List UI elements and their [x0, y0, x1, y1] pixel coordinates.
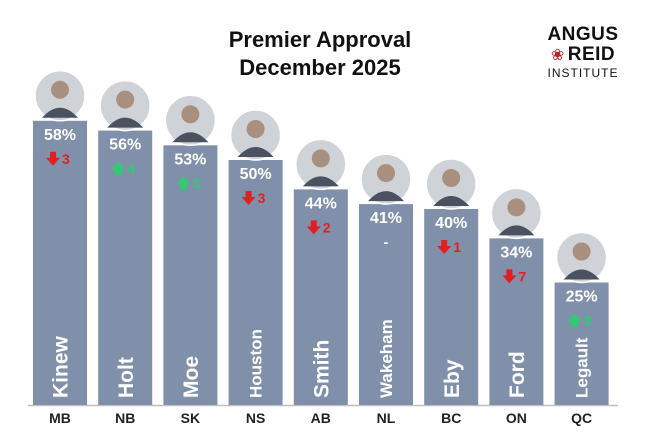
bar-mb — [33, 120, 87, 406]
value-label: 40% — [435, 215, 467, 232]
premier-name: Ford — [506, 351, 529, 398]
tick-label-nb: NB — [115, 410, 135, 426]
tick-label-qc: QC — [571, 410, 592, 426]
premier-avatar-body — [563, 269, 600, 280]
tick-label-ab: AB — [311, 410, 331, 426]
premier-avatar-body — [42, 107, 78, 118]
value-label: 53% — [174, 151, 206, 168]
bar-nl — [359, 204, 413, 405]
value-label: 58% — [44, 127, 76, 144]
change-label: 7 — [518, 268, 526, 284]
arrow-down-icon — [46, 151, 60, 166]
tick-label-on: ON — [506, 410, 527, 426]
change-label: - — [384, 234, 389, 250]
logo-line1: ANGUS — [547, 24, 619, 45]
bar-on — [489, 238, 544, 405]
bar-sk — [163, 145, 218, 406]
arrow-up-icon — [111, 161, 126, 176]
arrow-up-icon — [567, 313, 582, 328]
logo-line3: INSTITUTE — [547, 66, 619, 80]
tick-label-mb: MB — [49, 410, 71, 426]
chart-title-line1: Premier Approval — [228, 27, 412, 52]
premier-avatar-body — [433, 196, 470, 206]
premier-avatar-head — [246, 120, 265, 138]
arrow-down-icon — [306, 220, 321, 235]
change-label: 3 — [62, 151, 70, 167]
premier-avatar-head — [181, 105, 200, 124]
bar-qc — [554, 282, 609, 405]
bar-ns — [228, 160, 283, 405]
chart-title-line2: December 2025 — [239, 55, 401, 80]
change-label: 2 — [323, 219, 331, 235]
change-label: 4 — [127, 161, 135, 177]
premier-name: Houston — [247, 329, 266, 398]
premier-avatar-body — [302, 176, 339, 187]
premier-name: Smith — [310, 340, 333, 398]
premier-name: Holt — [115, 357, 138, 398]
premier-avatar-body — [172, 132, 209, 143]
bar-ab — [293, 189, 348, 405]
maple-leaf-icon: ❀ — [550, 47, 565, 64]
premier-avatar-head — [572, 242, 591, 261]
angus-reid-logo: ANGUS ❀ REID INSTITUTE — [528, 25, 638, 81]
tick-label-nl: NL — [377, 410, 396, 426]
change-label: 3 — [258, 190, 266, 206]
change-label: 3 — [192, 175, 200, 191]
arrow-down-icon — [437, 240, 452, 254]
value-label: 44% — [305, 195, 337, 212]
arrow-up-icon — [176, 176, 191, 191]
premier-avatar-head — [507, 198, 526, 217]
premier-avatar-head — [51, 80, 69, 99]
premier-name: Eby — [441, 359, 464, 398]
premier-name: Legault — [573, 337, 592, 398]
premier-avatar-head — [377, 164, 395, 183]
premier-avatar-body — [107, 117, 144, 128]
value-label: 34% — [500, 244, 532, 261]
value-label: 56% — [109, 137, 141, 154]
arrow-down-icon — [241, 191, 256, 205]
premier-avatar-body — [368, 191, 404, 202]
value-label: 41% — [370, 210, 402, 227]
premier-name: Wakeham — [377, 319, 396, 398]
premier-avatar-head — [116, 90, 135, 109]
change-label: 1 — [453, 239, 461, 255]
tick-label-ns: NS — [246, 410, 265, 426]
arrow-down-icon — [502, 269, 517, 284]
premier-name: Kinew — [50, 335, 73, 398]
premier-avatar-body — [237, 147, 274, 157]
bar-bc — [424, 209, 479, 405]
value-label: 25% — [566, 289, 598, 306]
premier-avatar-head — [442, 169, 461, 187]
tick-label-bc: BC — [441, 410, 461, 426]
value-label: 50% — [240, 166, 272, 183]
logo-line2: REID — [567, 44, 616, 65]
bar-nb — [98, 130, 153, 405]
premier-name: Moe — [180, 356, 203, 398]
chart-title: Premier Approval December 2025 — [190, 26, 450, 82]
premier-avatar-body — [498, 225, 535, 236]
premier-avatar-head — [311, 149, 330, 168]
tick-label-sk: SK — [181, 410, 200, 426]
change-label: 3 — [584, 313, 592, 329]
